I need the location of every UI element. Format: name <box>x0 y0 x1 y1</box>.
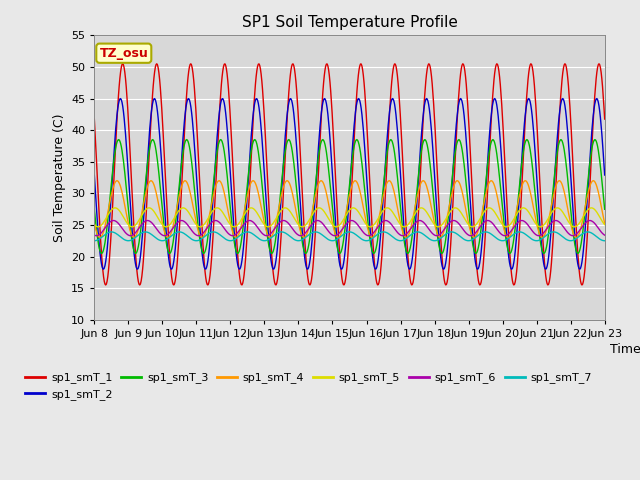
sp1_smT_6 <box>100 226 108 232</box>
sp1_smT_4 <box>153 192 161 198</box>
sp1_smT_7 <box>100 233 108 239</box>
sp1_smT_3 <box>413 191 420 197</box>
Line: sp1_smT_3: sp1_smT_3 <box>94 140 605 253</box>
sp1_smT_1 <box>205 281 212 287</box>
sp1_smT_4 <box>96 235 104 240</box>
Title: SP1 Soil Temperature Profile: SP1 Soil Temperature Profile <box>241 15 458 30</box>
sp1_smT_7 <box>231 237 239 242</box>
X-axis label: Time: Time <box>610 343 640 356</box>
sp1_smT_6 <box>413 219 420 225</box>
sp1_smT_2 <box>508 266 515 272</box>
sp1_smT_2 <box>90 172 98 178</box>
sp1_smT_5 <box>90 222 98 228</box>
sp1_smT_6 <box>205 222 213 228</box>
sp1_smT_3 <box>234 251 241 256</box>
sp1_smT_4 <box>100 226 108 232</box>
sp1_smT_1 <box>90 116 98 122</box>
Y-axis label: Soil Temperature (C): Soil Temperature (C) <box>52 113 66 242</box>
sp1_smT_7 <box>90 238 98 244</box>
sp1_smT_2 <box>491 96 499 101</box>
Legend: sp1_smT_1, sp1_smT_2, sp1_smT_3, sp1_smT_4, sp1_smT_5, sp1_smT_6, sp1_smT_7: sp1_smT_1, sp1_smT_2, sp1_smT_3, sp1_smT… <box>21 368 596 404</box>
Line: sp1_smT_5: sp1_smT_5 <box>94 208 605 227</box>
sp1_smT_3 <box>601 206 609 212</box>
sp1_smT_6 <box>154 228 161 233</box>
sp1_smT_7 <box>204 231 212 237</box>
sp1_smT_1 <box>100 274 108 279</box>
sp1_smT_5 <box>100 219 108 225</box>
sp1_smT_5 <box>601 222 609 228</box>
sp1_smT_1 <box>595 61 603 67</box>
sp1_smT_7 <box>412 229 419 235</box>
sp1_smT_3 <box>100 247 108 252</box>
sp1_smT_1 <box>102 282 109 288</box>
Line: sp1_smT_6: sp1_smT_6 <box>94 220 605 236</box>
sp1_smT_3 <box>204 234 212 240</box>
sp1_smT_6 <box>109 217 117 223</box>
sp1_smT_4 <box>90 220 98 226</box>
sp1_smT_5 <box>204 216 212 222</box>
sp1_smT_2 <box>412 225 419 231</box>
sp1_smT_6 <box>601 232 609 238</box>
sp1_smT_4 <box>412 200 420 206</box>
sp1_smT_3 <box>232 246 239 252</box>
sp1_smT_4 <box>205 216 212 222</box>
sp1_smT_7 <box>584 229 591 235</box>
sp1_smT_4 <box>232 235 239 240</box>
sp1_smT_5 <box>152 212 160 217</box>
sp1_smT_5 <box>428 217 435 223</box>
Line: sp1_smT_7: sp1_smT_7 <box>94 232 605 241</box>
sp1_smT_7 <box>152 235 160 241</box>
sp1_smT_7 <box>426 237 434 242</box>
sp1_smT_5 <box>230 224 238 230</box>
sp1_smT_3 <box>428 175 435 180</box>
sp1_smT_2 <box>100 266 108 272</box>
sp1_smT_6 <box>93 233 100 239</box>
sp1_smT_5 <box>232 224 239 229</box>
sp1_smT_2 <box>601 172 609 178</box>
Line: sp1_smT_1: sp1_smT_1 <box>94 64 605 285</box>
sp1_smT_7 <box>567 238 575 244</box>
sp1_smT_6 <box>90 232 98 238</box>
sp1_smT_1 <box>427 68 435 73</box>
sp1_smT_6 <box>428 229 435 235</box>
sp1_smT_6 <box>232 231 240 237</box>
sp1_smT_7 <box>601 238 609 244</box>
sp1_smT_4 <box>589 178 597 183</box>
sp1_smT_1 <box>412 253 420 259</box>
sp1_smT_4 <box>601 220 609 226</box>
sp1_smT_5 <box>413 208 420 214</box>
sp1_smT_1 <box>153 61 161 67</box>
Text: TZ_osu: TZ_osu <box>99 47 148 60</box>
sp1_smT_5 <box>247 205 255 211</box>
sp1_smT_2 <box>204 258 212 264</box>
sp1_smT_2 <box>231 237 239 243</box>
Line: sp1_smT_2: sp1_smT_2 <box>94 98 605 269</box>
Line: sp1_smT_4: sp1_smT_4 <box>94 180 605 238</box>
sp1_smT_3 <box>90 206 98 212</box>
sp1_smT_3 <box>217 137 225 143</box>
sp1_smT_1 <box>232 217 239 223</box>
sp1_smT_2 <box>426 112 434 118</box>
sp1_smT_1 <box>601 116 609 122</box>
sp1_smT_4 <box>427 202 435 207</box>
sp1_smT_3 <box>152 148 160 154</box>
sp1_smT_2 <box>152 99 160 105</box>
